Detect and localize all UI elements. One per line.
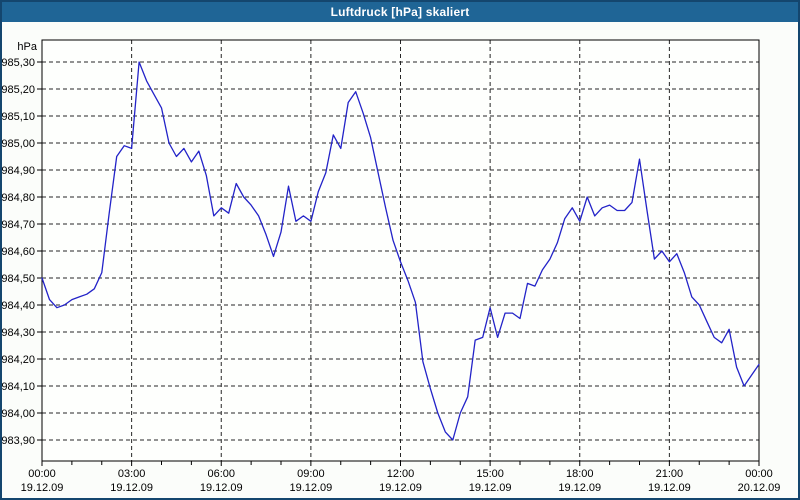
- plot-border: [41, 39, 760, 462]
- x-tick-date-label: 20.12.09: [738, 482, 781, 494]
- x-tick-date-label: 19.12.09: [648, 482, 691, 494]
- y-tick-label: 984,40: [2, 300, 35, 312]
- x-tick-date-label: 19.12.09: [110, 482, 153, 494]
- y-tick-label: 984,70: [2, 219, 35, 231]
- y-axis-unit-label: hPa: [17, 41, 37, 53]
- x-tick-time-label: 12:00: [387, 468, 415, 480]
- x-tick-time-label: 06:00: [207, 468, 235, 480]
- y-tick-label: 984,20: [2, 354, 35, 366]
- y-tick-label: 984,10: [2, 381, 35, 393]
- x-tick-time-label: 00:00: [745, 468, 773, 480]
- x-tick-time-label: 03:00: [118, 468, 146, 480]
- y-tick-label: 983,90: [2, 435, 35, 447]
- x-tick-date-label: 19.12.09: [21, 482, 64, 494]
- x-tick-date-label: 19.12.09: [469, 482, 512, 494]
- y-tick-label: 985,20: [2, 84, 35, 96]
- x-tick-date-label: 19.12.09: [558, 482, 601, 494]
- y-tick-label: 984,60: [2, 246, 35, 258]
- y-tick-label: 985,10: [2, 111, 35, 123]
- x-tick-date-label: 19.12.09: [200, 482, 243, 494]
- x-tick-time-label: 18:00: [566, 468, 594, 480]
- window-title: Luftdruck [hPa] skaliert: [330, 5, 470, 19]
- pressure-line-chart: 985,30 985,20 985,10 985,00 984,90 984,80 984,…: [2, 39, 781, 494]
- x-tick-time-label: 15:00: [476, 468, 504, 480]
- x-tick-time-label: 21:00: [656, 468, 684, 480]
- x-tick-time-label: 00:00: [28, 468, 56, 480]
- y-tick-label: 984,90: [2, 165, 35, 177]
- y-tick-label: 985,30: [2, 57, 35, 69]
- x-tick-date-label: 19.12.09: [379, 482, 422, 494]
- y-tick-label: 985,00: [2, 138, 35, 150]
- window-title-bar[interactable]: Luftdruck [hPa] skaliert: [2, 2, 798, 22]
- x-tick-time-label: 09:00: [297, 468, 325, 480]
- y-tick-label: 984,80: [2, 192, 35, 204]
- pressure-series-line: [41, 61, 760, 441]
- y-tick-label: 984,30: [2, 327, 35, 339]
- y-tick-label: 984,50: [2, 273, 35, 285]
- chart-area: 985,30 985,20 985,10 985,00 984,90 984,80 984,…: [2, 22, 798, 498]
- y-tick-label: 984,00: [2, 408, 35, 420]
- x-tick-date-label: 19.12.09: [289, 482, 332, 494]
